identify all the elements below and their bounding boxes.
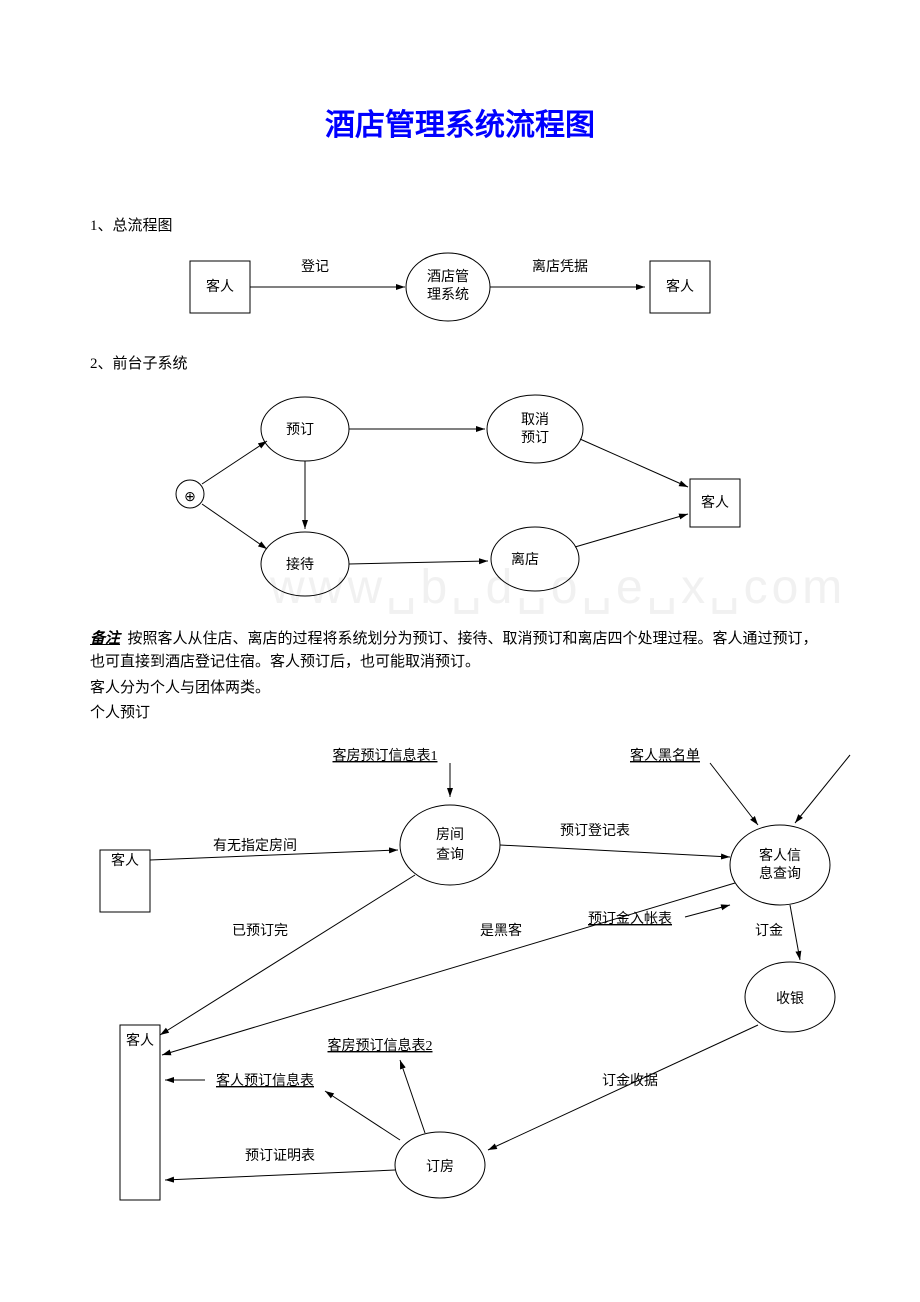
d2-book: 预订 — [286, 422, 314, 438]
d2-guest: 客人 — [701, 494, 729, 511]
d3-regtbl: 预订登记表 — [560, 823, 630, 839]
d3-room2: 查询 — [436, 847, 464, 863]
d1-guest1: 客人 — [206, 278, 234, 295]
d3-guestbooktbl: 客人预订信息表 — [216, 1072, 314, 1089]
diagram-3: 客房预订信息表1 客人黑名单 客人 房间 查询 客人信 息查询 有无指定房间 预… — [90, 735, 830, 1240]
d3-guest1: 客人 — [111, 852, 139, 869]
d3-room1: 房间 — [436, 827, 464, 843]
note-text: 按照客人从住店、离店的过程将系统划分为预订、接待、取消预订和离店四个处理过程。客… — [90, 631, 818, 670]
d3-isblack: 是黑客 — [480, 922, 522, 939]
line-4: 个人预订 — [90, 702, 830, 725]
d1-register: 登记 — [301, 259, 329, 275]
d3-deposit: 订金 — [755, 923, 783, 939]
d3-booktbl2: 客房预订信息表2 — [328, 1037, 433, 1054]
d3-guestq2: 息查询 — [759, 865, 801, 882]
d3-proof: 预订证明表 — [245, 1148, 315, 1164]
d2-cancel2: 预订 — [521, 430, 549, 446]
section-1-label: 1、总流程图 — [90, 214, 830, 235]
d1-sys1: 酒店管 — [427, 269, 469, 285]
d3-cash: 收银 — [776, 991, 804, 1007]
d1-sys2: 理系统 — [427, 287, 469, 303]
d2-cancel1: 取消 — [521, 412, 549, 428]
d2-checkout: 离店 — [511, 551, 539, 568]
d3-done: 已预订完 — [232, 923, 288, 939]
d3-booktbl1: 客房预订信息表1 — [333, 747, 438, 764]
d3-bookroom: 订房 — [426, 1159, 454, 1175]
note-label: 备注 — [90, 631, 120, 647]
d3-hasroom: 有无指定房间 — [213, 838, 297, 854]
d1-guest2: 客人 — [666, 278, 694, 295]
d3-guestq1: 客人信 — [759, 847, 801, 864]
d3-blacklist: 客人黑名单 — [630, 747, 700, 764]
diagram-2: www␣b␣d␣o␣e␣x␣com ⊕ 预订 接待 取消 预订 离店 — [90, 379, 830, 614]
d2-recv: 接待 — [286, 556, 314, 573]
diagram-1: 客人 登记 酒店管 理系统 离店凭据 客人 — [90, 241, 830, 346]
d1-leave: 离店凭据 — [532, 258, 588, 275]
line-3: 客人分为个人与团体两类。 — [90, 677, 830, 700]
note-block: 备注 按照客人从住店、离店的过程将系统划分为预订、接待、取消预订和离店四个处理过… — [90, 628, 830, 675]
xor-icon: ⊕ — [184, 490, 196, 505]
section-2-label: 2、前台子系统 — [90, 352, 830, 373]
d3-guest2: 客人 — [126, 1032, 154, 1049]
page-title: 酒店管理系统流程图 — [90, 100, 830, 144]
d3-deposit-tbl: 预订金入帐表 — [588, 911, 672, 927]
